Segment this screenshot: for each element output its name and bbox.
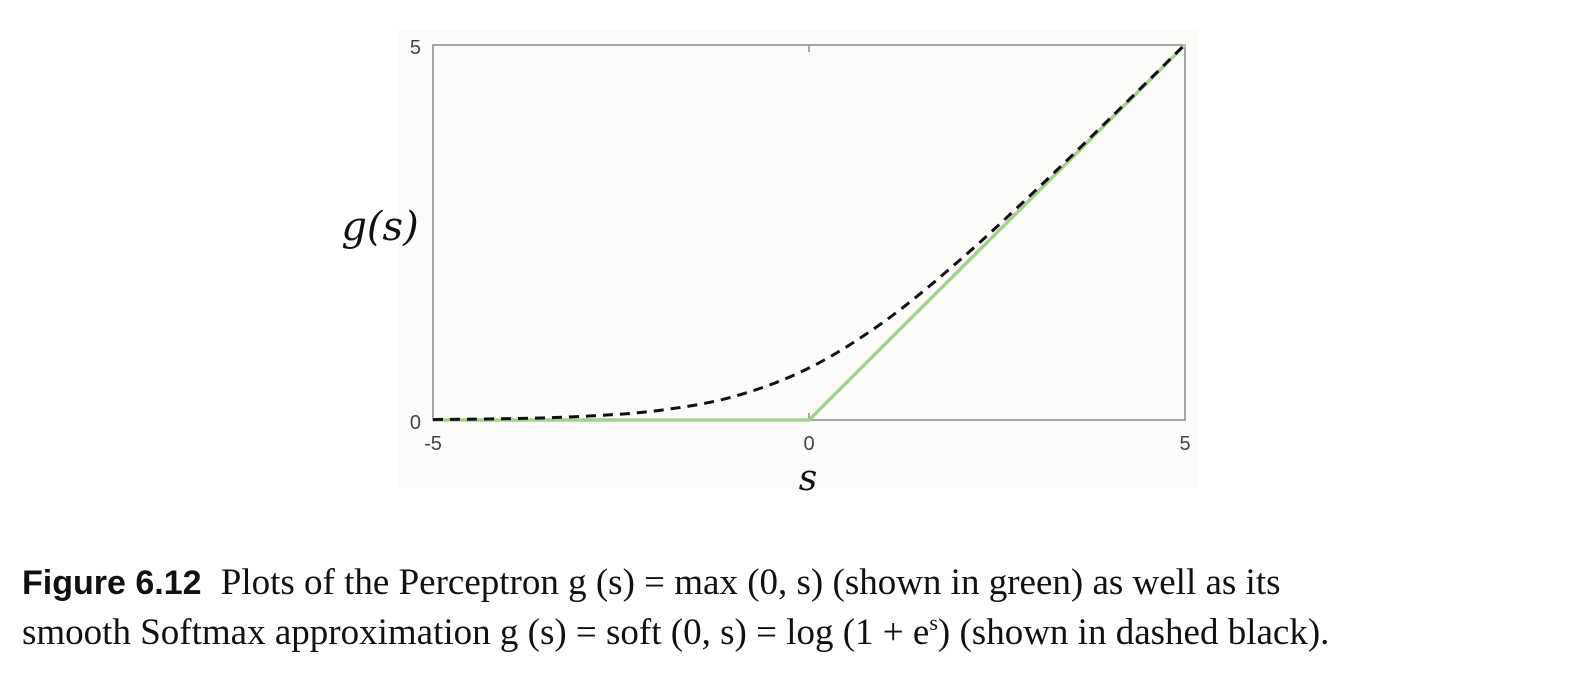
caption-text-2-pre: smooth Softmax approximation g (s) = sof… — [22, 612, 930, 653]
y-tick-label-max: 5 — [410, 37, 421, 59]
y-axis-label: g(s) — [341, 204, 418, 250]
perceptron-green-series — [433, 43, 1187, 422]
figure-caption: Figure 6.12 Plots of the Perceptron g (s… — [22, 558, 1582, 658]
series-layer — [432, 43, 1187, 422]
x-tick-label-min: -5 — [424, 433, 442, 455]
x-tick-label-mid: 0 — [803, 433, 814, 455]
y-tick-label-min: 0 — [410, 412, 421, 434]
caption-superscript: s — [929, 610, 938, 635]
chart: 5 0 -5 0 5 s g(s) — [341, 30, 1198, 499]
caption-text-2-post: ) (shown in dashed black). — [937, 612, 1330, 653]
softmax-dashed-series — [432, 43, 1187, 421]
caption-line-1: Figure 6.12 Plots of the Perceptron g (s… — [22, 558, 1582, 608]
x-tick-label-max: 5 — [1179, 433, 1190, 455]
caption-text-1: Plots of the Perceptron g (s) = max (0, … — [220, 562, 1281, 603]
x-axis-label: s — [799, 458, 817, 499]
caption-line-2: smooth Softmax approximation g (s) = sof… — [22, 608, 1582, 658]
chart-background — [398, 30, 1198, 488]
figure-number: Figure 6.12 — [22, 564, 202, 602]
